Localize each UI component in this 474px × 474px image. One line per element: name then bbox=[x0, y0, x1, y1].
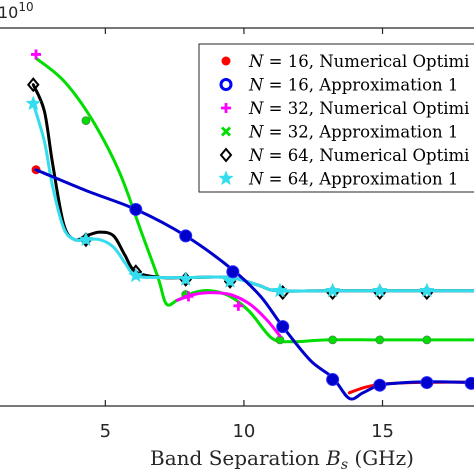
data-point bbox=[464, 376, 474, 390]
series-2 bbox=[25, 95, 474, 298]
x-axis-title-var: B bbox=[325, 446, 341, 470]
data-point bbox=[25, 95, 42, 111]
data-point bbox=[422, 335, 432, 345]
data-point bbox=[226, 265, 240, 279]
legend-item: N = 64, Approximation 1 bbox=[218, 170, 458, 189]
legend-item: N = 32, Approximation 1 bbox=[221, 123, 458, 142]
legend-box bbox=[198, 43, 474, 193]
data-point bbox=[420, 376, 434, 390]
data-point bbox=[81, 116, 91, 126]
legend-label: N = 64, Approximation 1 bbox=[248, 170, 458, 189]
legend-marker bbox=[218, 170, 234, 186]
data-point bbox=[233, 300, 244, 311]
legend-marker bbox=[219, 78, 233, 91]
data-point bbox=[26, 77, 40, 93]
data-point bbox=[222, 273, 238, 288]
x-tick-label: 15 bbox=[371, 421, 394, 442]
data-point bbox=[419, 282, 435, 298]
legend-label: N = 16, Approximation 1 bbox=[248, 76, 458, 95]
legend-label: N = 32, Approximation 1 bbox=[248, 123, 458, 142]
legend-items: N = 16, Numerical Optimi N = 16, Approxim… bbox=[218, 52, 469, 189]
data-point bbox=[324, 282, 341, 298]
x-axis-title: Band Separation Bs (GHz) bbox=[150, 446, 414, 473]
x-tick-label: 10 bbox=[232, 421, 255, 442]
x-axis-title-suffix: (GHz) bbox=[348, 446, 414, 470]
data-point bbox=[129, 202, 143, 216]
data-point bbox=[371, 282, 388, 298]
data-point bbox=[328, 335, 338, 345]
series-line bbox=[175, 291, 282, 338]
data-point bbox=[326, 373, 340, 387]
x-tick-label: 5 bbox=[100, 421, 111, 442]
series-3 bbox=[31, 49, 282, 338]
data-point bbox=[272, 282, 288, 298]
legend-marker bbox=[221, 126, 231, 137]
x-axis-title-sub: s bbox=[341, 457, 348, 473]
legend: N = 16, Numerical Optimi N = 16, Approxim… bbox=[198, 43, 474, 193]
legend-item: N = 16, Approximation 1 bbox=[219, 76, 458, 95]
legend-label: N = 32, Numerical Optimi bbox=[248, 99, 469, 118]
series-line bbox=[31, 102, 474, 293]
legend-label: N = 64, Numerical Optimi bbox=[248, 146, 469, 165]
legend-marker bbox=[221, 103, 231, 113]
legend-label: N = 16, Numerical Optimi bbox=[248, 52, 469, 71]
y-exponent-value: 10 bbox=[18, 0, 33, 14]
data-point bbox=[128, 267, 144, 283]
data-point bbox=[31, 49, 42, 60]
series-line bbox=[34, 168, 474, 401]
data-point bbox=[78, 231, 94, 247]
axes bbox=[0, 27, 474, 407]
x-ticks: 5 10 15 bbox=[100, 28, 394, 442]
series-line bbox=[34, 56, 474, 344]
x-axis-title-prefix: Band Separation bbox=[150, 446, 326, 470]
series-layer bbox=[25, 49, 474, 401]
legend-marker bbox=[219, 147, 233, 163]
data-point bbox=[183, 291, 194, 302]
series-5 bbox=[34, 168, 474, 401]
legend-item: N = 64, Numerical Optimi bbox=[219, 146, 469, 165]
legend-item: N = 32, Numerical Optimi bbox=[221, 99, 469, 118]
legend-marker bbox=[221, 56, 231, 66]
data-point bbox=[276, 320, 290, 334]
data-point bbox=[375, 335, 385, 345]
data-point bbox=[373, 378, 387, 392]
data-point bbox=[179, 229, 193, 243]
legend-item: N = 16, Numerical Optimi bbox=[221, 52, 469, 71]
data-point bbox=[177, 271, 194, 286]
